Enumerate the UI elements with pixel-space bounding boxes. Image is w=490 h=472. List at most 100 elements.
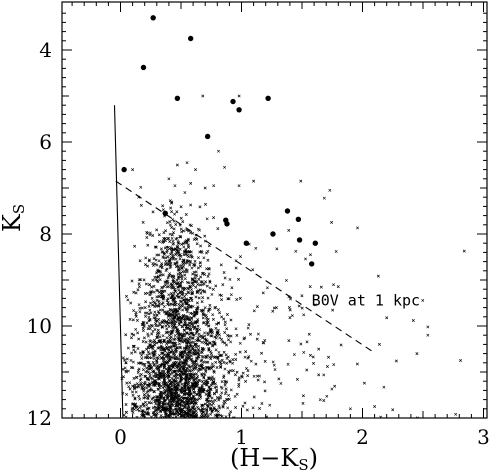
faint-star-marker (212, 392, 216, 396)
faint-star-marker (167, 379, 171, 383)
faint-star-marker (201, 316, 205, 320)
faint-star-marker (169, 261, 173, 265)
faint-star-marker (138, 378, 142, 382)
faint-star-marker (151, 406, 155, 410)
faint-star-marker (205, 383, 209, 387)
faint-star-marker (218, 406, 222, 410)
faint-star-marker (188, 365, 192, 369)
faint-star-marker (196, 381, 200, 385)
faint-star-marker (201, 335, 205, 339)
faint-star-marker (179, 376, 183, 380)
faint-star-marker (184, 378, 188, 382)
faint-star-marker (182, 346, 186, 350)
faint-star-marker (256, 332, 260, 336)
faint-star-marker (215, 366, 219, 370)
faint-star-marker (183, 191, 187, 195)
faint-star-marker (273, 368, 277, 372)
faint-star-marker (162, 406, 166, 410)
faint-star-marker (215, 322, 219, 326)
faint-star-marker (194, 342, 198, 346)
x-axis-title-end: ) (309, 444, 318, 472)
faint-star-marker (166, 297, 170, 301)
faint-star-marker (188, 350, 192, 354)
faint-star-marker (179, 281, 183, 285)
faint-star-marker (166, 276, 170, 280)
faint-star-marker (263, 380, 267, 384)
faint-star-marker (153, 340, 157, 344)
faint-star-marker (208, 402, 212, 406)
faint-star-marker (139, 185, 143, 189)
faint-star-marker (168, 405, 172, 409)
faint-star-marker (195, 376, 199, 380)
faint-star-marker (183, 295, 186, 299)
faint-star-marker (163, 246, 167, 250)
bright-star-marker (162, 210, 168, 216)
faint-star-marker (182, 328, 186, 332)
faint-star-marker (287, 306, 291, 310)
faint-star-marker (194, 295, 198, 299)
faint-star-marker (134, 311, 138, 315)
faint-star-marker (190, 369, 194, 373)
faint-star-marker (317, 373, 321, 377)
faint-star-marker (131, 384, 135, 388)
faint-star-marker (141, 326, 145, 330)
faint-star-marker (172, 279, 176, 283)
faint-star-marker (186, 253, 190, 257)
faint-star-marker (189, 396, 193, 400)
faint-star-marker (181, 308, 185, 312)
faint-star-marker (176, 272, 180, 276)
faint-star-marker (141, 339, 145, 343)
faint-star-marker (167, 293, 171, 297)
sparse-star-marker (373, 405, 377, 408)
faint-star-marker (209, 357, 213, 361)
faint-star-marker (204, 313, 208, 317)
faint-star-marker (140, 361, 143, 365)
faint-star-marker (322, 196, 326, 200)
axis-ticks (62, 2, 487, 419)
bright-star-marker (236, 107, 242, 113)
faint-star-marker (170, 226, 174, 229)
faint-star-marker (167, 385, 171, 389)
faint-star-marker (172, 317, 176, 321)
faint-star-marker (198, 393, 202, 397)
faint-star-marker (168, 336, 172, 340)
faint-star-marker (187, 287, 191, 291)
faint-star-marker (313, 303, 317, 307)
faint-star-marker (171, 337, 175, 341)
faint-star-marker (148, 374, 152, 378)
faint-star-marker (231, 358, 235, 362)
sparse-star-marker (308, 253, 312, 257)
faint-star-marker (220, 386, 224, 390)
faint-star-marker (170, 376, 174, 380)
faint-star-marker (185, 326, 189, 330)
faint-star-marker (201, 390, 205, 394)
faint-star-marker (191, 347, 195, 351)
faint-star-marker (222, 350, 226, 354)
faint-star-marker (149, 387, 153, 391)
faint-star-marker (305, 340, 309, 344)
faint-star-marker (246, 356, 250, 360)
faint-star-marker (163, 289, 167, 293)
faint-star-marker (180, 316, 184, 320)
faint-star-marker (206, 405, 210, 409)
faint-star-marker (187, 412, 191, 416)
faint-star-marker (301, 394, 305, 398)
faint-star-marker (148, 283, 152, 287)
faint-star-marker (233, 394, 237, 398)
faint-star-marker (265, 286, 269, 290)
faint-star-marker (222, 271, 226, 274)
faint-star-marker (162, 396, 166, 400)
faint-star-marker (272, 363, 276, 367)
faint-star-marker (261, 291, 265, 295)
faint-star-marker (185, 298, 189, 302)
faint-star-marker (136, 288, 140, 292)
faint-star-marker (164, 259, 168, 263)
faint-star-marker (202, 313, 206, 316)
sparse-star-marker (175, 163, 179, 167)
faint-star-marker (131, 344, 135, 348)
faint-star-marker (171, 322, 175, 326)
faint-star-marker (187, 250, 191, 254)
faint-star-marker (192, 378, 196, 382)
faint-star-marker (165, 351, 169, 355)
